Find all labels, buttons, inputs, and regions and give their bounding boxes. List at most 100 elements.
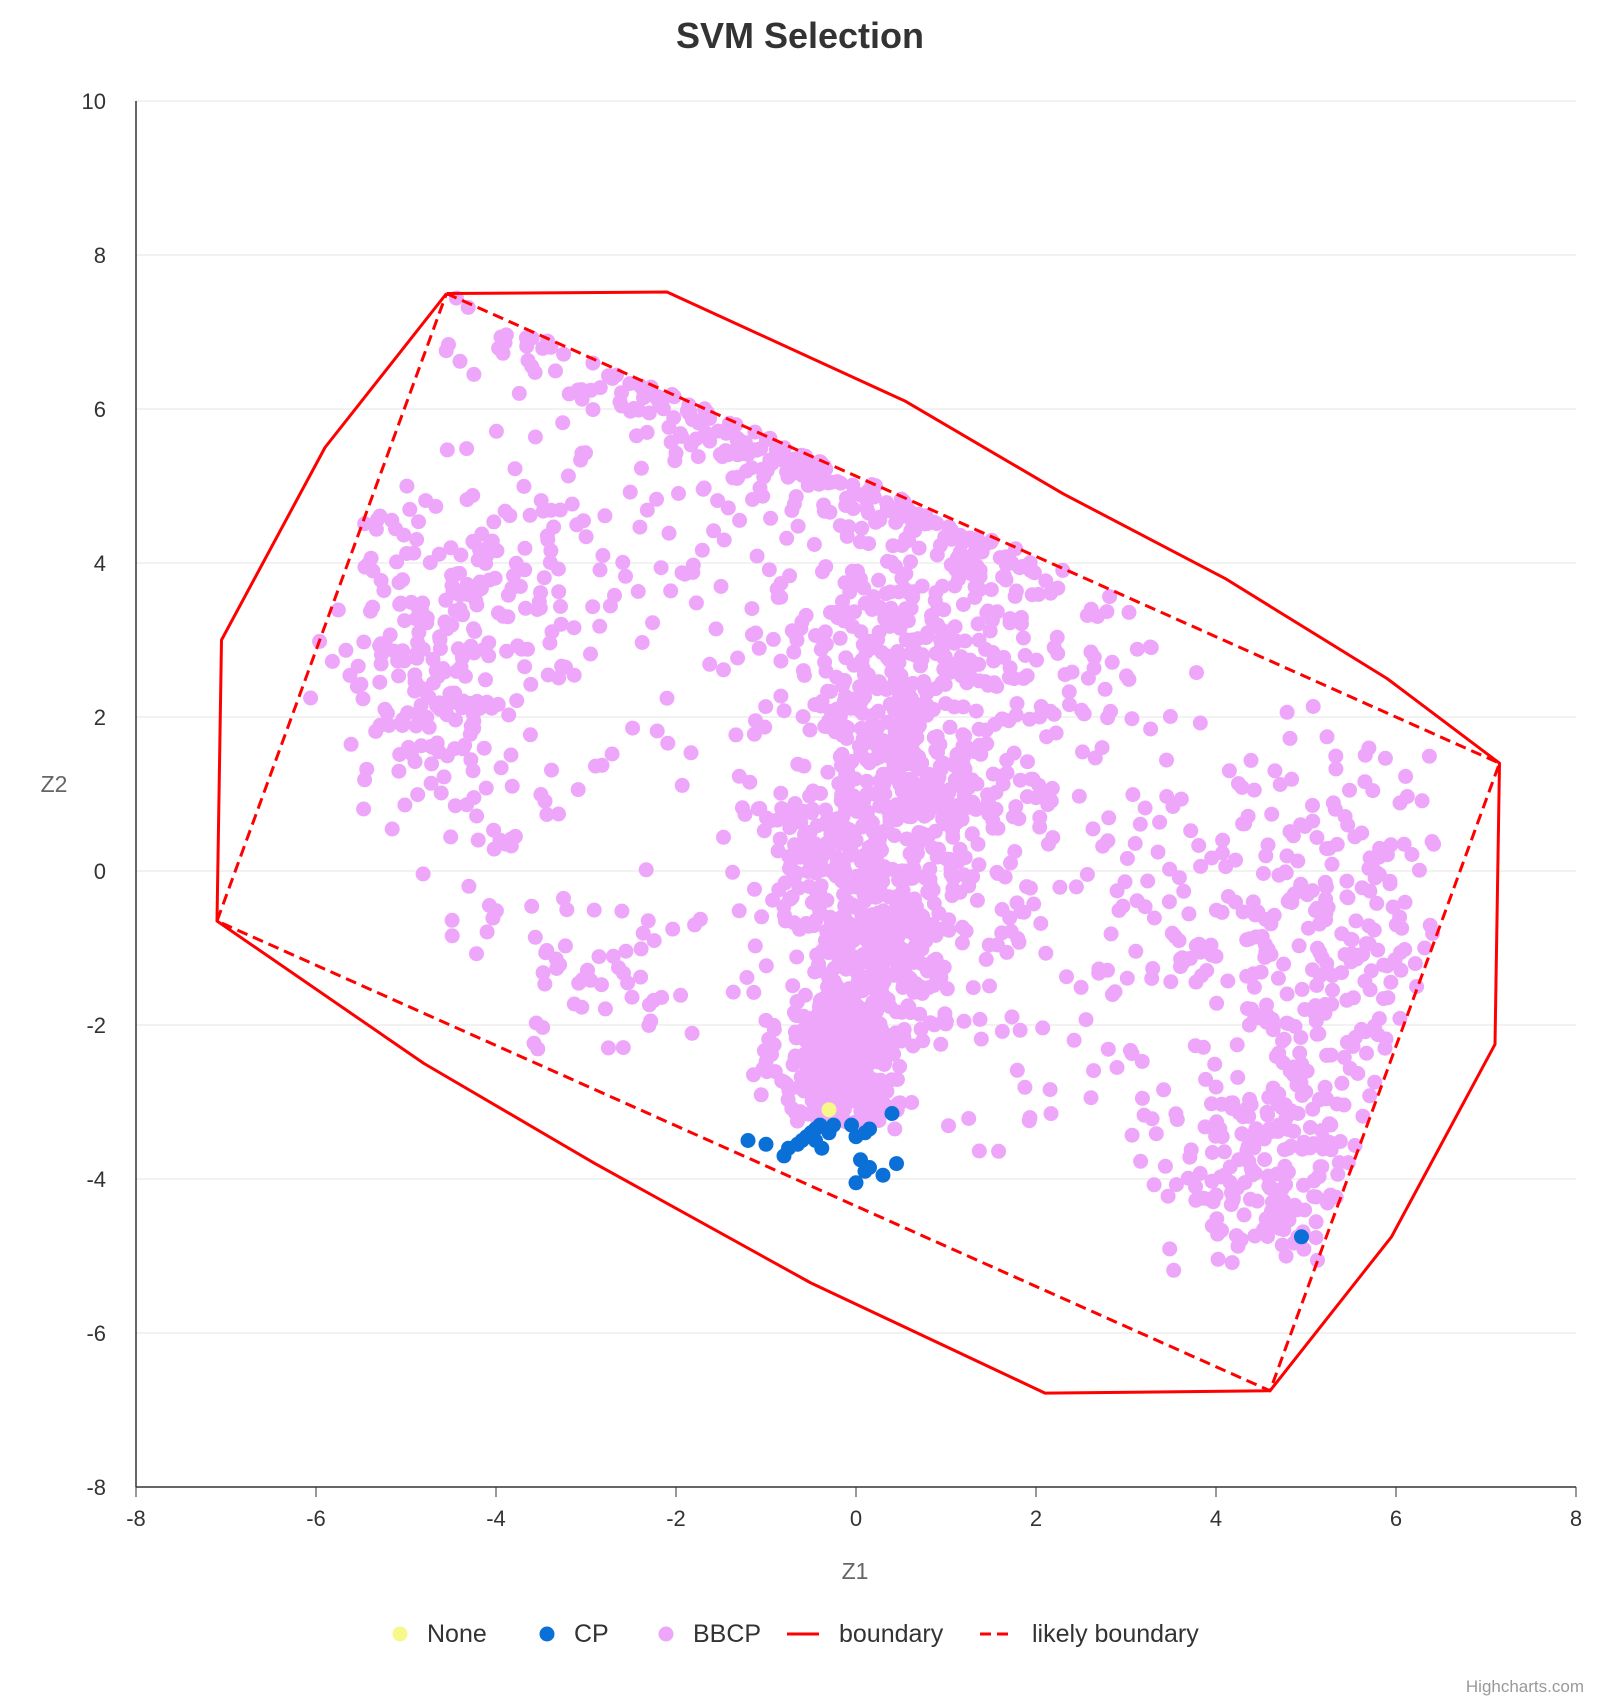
- bbcp-point: [622, 484, 638, 500]
- bbcp-point: [539, 943, 555, 958]
- bbcp-point: [1318, 912, 1334, 928]
- bbcp-point: [684, 1025, 700, 1041]
- bbcp-point: [597, 1001, 613, 1017]
- bbcp-point: [936, 650, 952, 666]
- bbcp-point: [542, 555, 558, 570]
- bbcp-point: [1001, 669, 1017, 685]
- bbcp-point: [1208, 1079, 1224, 1095]
- bbcp-point: [516, 478, 532, 494]
- bbcp-point: [324, 653, 340, 669]
- bbcp-point: [561, 386, 577, 402]
- bbcp-point: [855, 983, 871, 999]
- bbcp-point: [939, 981, 955, 997]
- bbcp-point: [831, 776, 847, 792]
- bbcp-point: [1207, 1056, 1223, 1072]
- legend-marker: [539, 1626, 555, 1642]
- bbcp-point: [942, 719, 958, 735]
- bbcp-point: [663, 434, 679, 450]
- bbcp-point: [1168, 1106, 1184, 1122]
- legend-label: None: [427, 1620, 487, 1648]
- bbcp-point: [1197, 1119, 1213, 1135]
- bbcp-point: [797, 1031, 812, 1047]
- bbcp-point: [787, 796, 803, 812]
- bbcp-point: [660, 735, 676, 751]
- bbcp-point: [841, 822, 857, 837]
- bbcp-point: [1236, 1207, 1252, 1223]
- bbcp-point: [802, 788, 818, 804]
- bbcp-point: [578, 529, 594, 545]
- bbcp-point: [1417, 940, 1433, 956]
- bbcp-point: [555, 415, 571, 431]
- bbcp-point: [1221, 763, 1237, 779]
- bbcp-point: [592, 618, 608, 634]
- x-axis-title: Z1: [842, 1558, 869, 1584]
- legend-item-cp[interactable]: CP: [539, 1620, 609, 1648]
- bbcp-point: [633, 969, 649, 985]
- bbcp-point: [1399, 789, 1415, 804]
- bbcp-point: [1255, 866, 1271, 881]
- bbcp-point: [952, 884, 968, 900]
- bbcp-point: [789, 865, 805, 881]
- bbcp-point: [1062, 697, 1077, 713]
- bbcp-point: [1328, 761, 1344, 777]
- legend-item-likely-boundary[interactable]: likely boundary: [980, 1620, 1199, 1648]
- bbcp-point: [860, 1022, 876, 1038]
- bbcp-point: [1161, 894, 1177, 910]
- bbcp-point: [1189, 665, 1204, 681]
- bbcp-point: [615, 1040, 631, 1056]
- bbcp-point: [1167, 928, 1183, 944]
- legend-item-boundary[interactable]: boundary: [787, 1620, 944, 1648]
- bbcp-point: [845, 933, 861, 949]
- bbcp-point: [661, 419, 677, 435]
- bbcp-point: [624, 989, 640, 1005]
- bbcp-point: [1404, 847, 1420, 862]
- bbcp-point: [937, 677, 953, 692]
- bbcp-point: [853, 922, 868, 938]
- bbcp-point: [432, 629, 448, 645]
- bbcp-point: [436, 769, 452, 785]
- bbcp-point: [1283, 1138, 1299, 1154]
- bbcp-point: [965, 869, 981, 885]
- bbcp-point: [710, 493, 726, 509]
- bbcp-point: [792, 1104, 808, 1120]
- bbcp-point: [476, 740, 492, 756]
- legend-item-none[interactable]: None: [392, 1620, 487, 1648]
- bbcp-point: [522, 507, 538, 523]
- bbcp-point: [806, 537, 822, 552]
- bbcp-point: [415, 866, 431, 882]
- bbcp-point: [511, 385, 527, 401]
- bbcp-point: [1085, 821, 1101, 837]
- bbcp-point: [382, 627, 398, 643]
- bbcp-point: [746, 984, 762, 1000]
- bbcp-point: [1317, 1079, 1333, 1095]
- bbcp-point: [372, 674, 388, 690]
- bbcp-point: [1159, 752, 1174, 768]
- y-axis-title: Z2: [41, 771, 68, 797]
- legend-item-bbcp[interactable]: BBCP: [658, 1620, 762, 1648]
- cp-point: [848, 1175, 864, 1191]
- bbcp-point: [527, 929, 543, 945]
- bbcp-point: [1223, 1197, 1239, 1213]
- bbcp-point: [439, 748, 455, 764]
- bbcp-point: [1259, 1125, 1275, 1141]
- bbcp-point: [671, 486, 686, 501]
- bbcp-point: [1383, 837, 1399, 853]
- bbcp-point: [914, 755, 930, 771]
- bbcp-point: [1208, 1128, 1224, 1144]
- bbcp-point: [1308, 1189, 1324, 1205]
- bbcp-point: [1216, 1144, 1232, 1160]
- bbcp-point: [1283, 1106, 1298, 1122]
- bbcp-point: [1181, 906, 1197, 922]
- bbcp-point: [793, 621, 809, 636]
- bbcp-point: [520, 353, 536, 368]
- bbcp-point: [633, 460, 649, 476]
- bbcp-point: [889, 812, 905, 828]
- bbcp-point: [961, 1111, 977, 1126]
- bbcp-point: [867, 858, 883, 873]
- bbcp-point: [924, 608, 939, 623]
- bbcp-point: [978, 951, 994, 967]
- bbcp-point: [594, 977, 609, 993]
- bbcp-point: [597, 508, 613, 524]
- bbcp-point: [484, 533, 500, 549]
- bbcp-point: [654, 989, 670, 1005]
